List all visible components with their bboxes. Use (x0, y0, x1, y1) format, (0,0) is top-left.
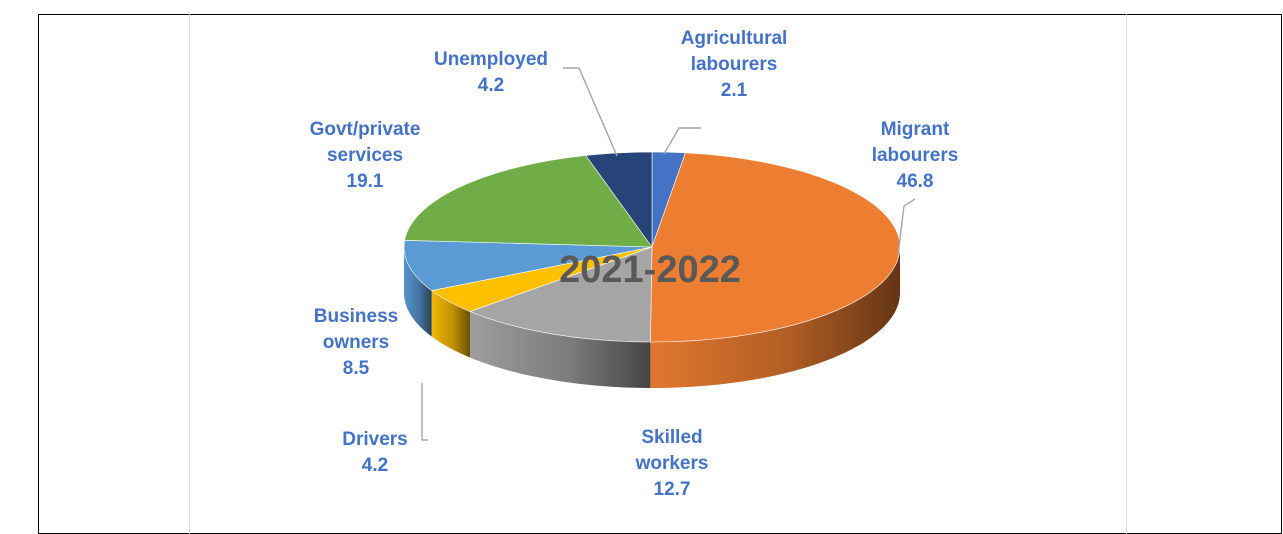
pie-chart: Agricultural labourers 2.1 Migrant labourers… (310, 28, 959, 500)
slice-label: Business owners 8.5 (314, 306, 398, 379)
slice-label: Drivers 4.2 (342, 429, 408, 476)
slice-value: 2.1 (721, 80, 748, 101)
pie-tops (403, 151, 901, 343)
slice-value: 4.2 (362, 455, 388, 476)
slice-label-line: labourers (691, 54, 778, 75)
slice-label-line: Govt/private (310, 119, 421, 140)
pie-slice-side (650, 247, 900, 388)
slice-label-line: labourers (872, 145, 959, 166)
slice-labels: Agricultural labourers 2.1 Migrant labourers… (310, 28, 959, 500)
slice-label-line: owners (323, 332, 390, 353)
slice-value: 12.7 (654, 479, 691, 500)
chart-title: 2021-2022 (559, 249, 741, 291)
slice-label: Unemployed 4.2 (434, 49, 548, 96)
leader-line (421, 383, 428, 441)
slice-label: Skilled workers 12.7 (635, 427, 709, 500)
leader-line (897, 198, 916, 256)
pie-slice (585, 151, 653, 248)
slice-label: Migrant labourers 46.8 (872, 119, 959, 192)
slice-label-line: Agricultural (681, 28, 788, 49)
slice-value: 8.5 (343, 358, 370, 379)
slice-label-line: Drivers (342, 429, 408, 450)
slice-value: 46.8 (897, 171, 934, 192)
slice-label-line: Migrant (881, 119, 950, 140)
slice-label-line: services (327, 145, 403, 166)
pie-slice (404, 155, 653, 248)
leader-lines (421, 67, 916, 441)
slice-label-line: Unemployed (434, 49, 548, 70)
pie-slice-side (431, 290, 470, 358)
leader-line (663, 127, 701, 155)
pie-slice-side (470, 311, 651, 388)
pie-slice (650, 152, 901, 343)
slice-label: Govt/private services 19.1 (310, 119, 421, 192)
slice-value: 4.2 (478, 75, 504, 96)
slice-label-line: Business (314, 306, 398, 327)
pie-slice (403, 239, 653, 291)
slice-label: Agricultural labourers 2.1 (681, 28, 788, 101)
slice-label-line: Skilled (641, 427, 702, 448)
leader-line (563, 67, 618, 157)
slice-value: 19.1 (347, 171, 384, 192)
slice-label-line: workers (635, 453, 709, 474)
pie-slice (469, 246, 653, 343)
chart-area (189, 14, 1127, 534)
